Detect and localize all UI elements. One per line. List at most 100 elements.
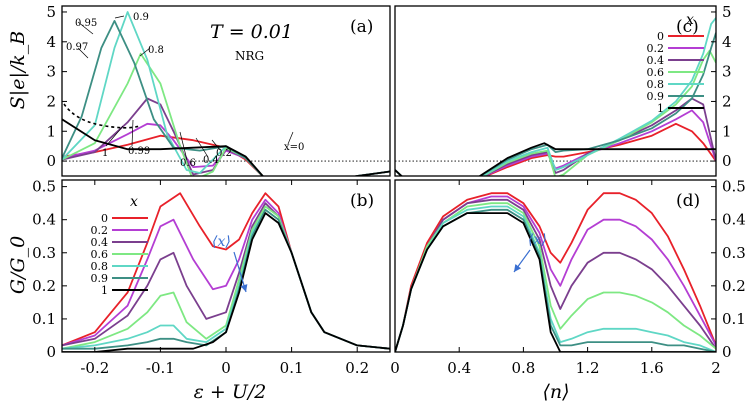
leader-line — [195, 137, 209, 158]
panel-d: 0 0.1 0.2 0.3 0.4 0.5 0 0.4 0.8 1.2 1.6 2 (d) — [390, 178, 746, 377]
x-tick-label: 1.6 — [640, 359, 664, 377]
legend-c: x 00.20.40.60.80.91 — [647, 12, 704, 115]
legend-label: 0.9 — [91, 272, 109, 285]
panel-label: (d) — [676, 191, 700, 211]
ylabel-bottom: G/G_0 — [7, 236, 29, 294]
panel-b: 0 0.1 0.2 0.3 0.4 0.5 -0.2 -0.1 0 0.1 0.2 (b) — [32, 178, 391, 377]
y-tick-label: 1 — [722, 122, 732, 140]
arrows: ⟨x⟩ ⟨x⟩ — [212, 232, 547, 293]
series-line-x0.2 — [395, 109, 716, 176]
method-label: NRG — [235, 49, 264, 63]
series-line-x0.4 — [395, 198, 716, 352]
curve-label: 0.95 — [75, 18, 97, 29]
ylabel-top: S|e|/k_B — [7, 31, 29, 109]
series-line-x0.6 — [62, 52, 390, 176]
y-tick-label: 3 — [722, 63, 732, 81]
plot-frame — [394, 5, 717, 177]
legend-label: 0.2 — [91, 224, 109, 237]
legend-label: 0.4 — [91, 236, 109, 249]
curve-label: 1 — [102, 148, 108, 159]
x-tick-label: -0.1 — [146, 359, 175, 377]
legend-title: x — [686, 12, 694, 28]
x-tick-label: 0.4 — [447, 359, 471, 377]
panel-label: (b) — [350, 191, 374, 211]
legend-label: 0.2 — [647, 42, 665, 55]
series-line-x0 — [62, 134, 390, 176]
leader-line — [114, 15, 125, 19]
y-tick-label: 4 — [46, 33, 56, 51]
x-tick-label: 1.2 — [576, 359, 600, 377]
y-tick-label: 5 — [46, 3, 56, 21]
y-tick-label: 0 — [46, 152, 56, 170]
y-tick-label: 0.2 — [32, 277, 56, 295]
dashed-curve — [63, 103, 141, 129]
y-tick-label: 0 — [722, 343, 732, 361]
curve-label: 0.99 — [128, 146, 150, 157]
y-tick-label: 0.4 — [32, 211, 56, 229]
legend-label: 1 — [657, 102, 664, 115]
x-tick-label: -0.2 — [80, 359, 109, 377]
series-line-x0.8 — [62, 11, 390, 176]
x-tick-label: 0 — [390, 359, 400, 377]
legend-label: 0 — [657, 30, 664, 43]
curve-label: 0.97 — [66, 42, 88, 53]
legend-label: 0.9 — [647, 90, 665, 103]
curve-label: 0.2 — [216, 148, 232, 159]
leader-line — [77, 47, 89, 59]
curve-label: 0.9 — [133, 12, 149, 23]
panel-a: 0 1 2 3 4 5 (a) — [46, 3, 391, 177]
y-tick-label: 0.2 — [722, 277, 746, 295]
series-line-x0 — [395, 192, 716, 352]
legend-b: x 00.20.40.60.80.91 — [91, 194, 148, 297]
curve-label: 0.4 — [203, 155, 219, 166]
y-tick-label: 0.1 — [32, 310, 56, 328]
arrow-label-b: ⟨x⟩ — [212, 234, 231, 250]
series-line-x0.9 — [62, 20, 390, 176]
series-line-x0.4 — [395, 97, 716, 176]
panel-c: 0 1 2 3 4 5 (c) — [394, 3, 732, 177]
series-line-x1 — [395, 142, 716, 176]
leader-line — [139, 47, 151, 57]
arrow-b — [233, 251, 248, 293]
y-tick-label: 0 — [722, 152, 732, 170]
leader-line — [211, 139, 221, 151]
y-tick-label: 4 — [722, 33, 732, 51]
legend-label: 0.8 — [91, 260, 109, 273]
x-tick-label: 0.1 — [280, 359, 304, 377]
legend-label: 0.4 — [647, 54, 665, 67]
y-tick-label: 0 — [46, 343, 56, 361]
curve-label: x=0 — [284, 142, 304, 153]
y-tick-label: 0.1 — [722, 310, 746, 328]
x-tick-label: 0.2 — [345, 359, 369, 377]
legend-label: 0.8 — [647, 78, 665, 91]
y-tick-label: 0.3 — [32, 244, 56, 262]
panel-label: (c) — [676, 17, 699, 37]
series-line-x0.9 — [395, 32, 716, 176]
y-tick-label: 0.4 — [722, 211, 746, 229]
leader-line — [287, 131, 294, 145]
y-tick-label: 5 — [722, 3, 732, 21]
y-tick-label: 2 — [722, 92, 732, 110]
arrow-label-d: ⟨x⟩ — [528, 232, 547, 248]
legend-label: 0.6 — [647, 66, 665, 79]
leader-line — [77, 21, 94, 35]
series-line-x0.8 — [395, 205, 716, 352]
series-line-x0.2 — [62, 122, 390, 176]
legend-label: 1 — [101, 284, 108, 297]
y-tick-label: 0.3 — [722, 244, 746, 262]
series-line-x0.6 — [395, 49, 716, 176]
plot-frame — [61, 5, 391, 177]
series-line-x1 — [395, 212, 716, 352]
leader-line — [179, 131, 188, 161]
y-tick-label: 2 — [46, 92, 56, 110]
legend-label: 0.6 — [91, 248, 109, 261]
y-tick-label: 3 — [46, 63, 56, 81]
y-tick-label: 1 — [46, 122, 56, 140]
curve-label: 0.8 — [148, 45, 164, 56]
temperature-label: T = 0.01 — [210, 21, 293, 43]
xlabel-left: ε + U/2 — [194, 381, 267, 403]
x-tick-label: 2 — [711, 359, 721, 377]
plot-frame — [394, 179, 717, 353]
legend-title: x — [130, 194, 138, 210]
